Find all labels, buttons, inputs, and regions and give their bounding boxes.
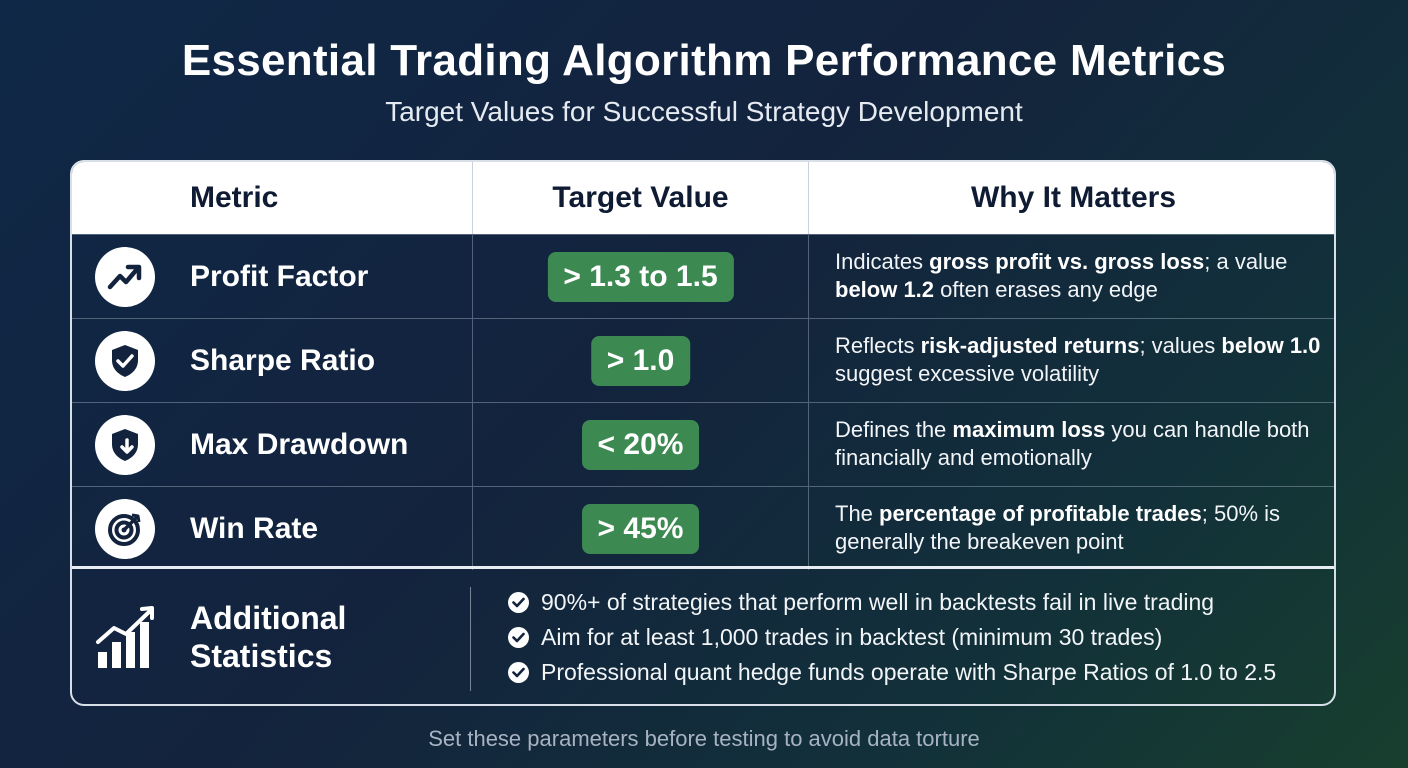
header-why-it-matters: Why It Matters	[808, 162, 1334, 234]
why-segment: you can handle both financially and emot…	[835, 417, 1310, 470]
table-row: Max Drawdown < 20% Defines the maximum l…	[72, 402, 1334, 486]
metric-name: Win Rate	[190, 512, 319, 545]
why-cell: Defines the maximum loss you can handle …	[808, 403, 1334, 486]
why-segment: suggest excessive volatility	[835, 361, 1100, 386]
why-cell: Reflects risk-adjusted returns; values b…	[808, 319, 1334, 402]
additional-title-line1: Additional	[190, 600, 347, 636]
table-row: Profit Factor > 1.3 to 1.5 Indicates gro…	[72, 234, 1334, 318]
bullet-text: Aim for at least 1,000 trades in backtes…	[541, 624, 1163, 650]
footer-note: Set these parameters before testing to a…	[428, 726, 980, 751]
target-cell: > 1.3 to 1.5	[472, 235, 808, 318]
metric-cell: Max Drawdown	[72, 403, 472, 486]
trend-up-icon	[95, 247, 155, 307]
why-emphasis: percentage of profitable trades	[879, 501, 1202, 526]
why-segment: Defines the	[835, 417, 953, 442]
list-item: Aim for at least 1,000 trades in backtes…	[508, 620, 1276, 655]
list-item: 90%+ of strategies that perform well in …	[508, 585, 1276, 620]
why-segment: often erases any edge	[934, 277, 1158, 302]
why-emphasis: below 1.0	[1221, 333, 1321, 358]
why-segment: The	[835, 501, 880, 526]
why-cell: Indicates gross profit vs. gross loss; a…	[808, 235, 1334, 318]
header-target-value: Target Value	[472, 162, 808, 234]
shield-check-icon	[95, 331, 155, 391]
target-icon	[95, 499, 155, 559]
check-circle-icon	[508, 627, 529, 648]
list-item: Professional quant hedge funds operate w…	[508, 655, 1276, 690]
table-row: Sharpe Ratio > 1.0 Reflects risk-adjuste…	[72, 318, 1334, 402]
metric-name: Sharpe Ratio	[190, 344, 376, 377]
additional-title: Additional Statistics	[190, 599, 346, 675]
page-title: Essential Trading Algorithm Performance …	[181, 36, 1227, 85]
bar-chart-trend-icon	[94, 602, 160, 677]
additional-statistics: Additional Statistics 90%+ of strategies…	[72, 569, 1334, 704]
why-segment: ; a value	[1204, 249, 1288, 274]
target-cell: < 20%	[472, 403, 808, 486]
why-segment: Reflects	[835, 333, 921, 358]
header-metric: Metric	[190, 181, 279, 214]
why-text: Defines the maximum loss you can handle …	[835, 416, 1325, 472]
page-subtitle: Target Values for Successful Strategy De…	[385, 96, 1023, 127]
bullet-text: 90%+ of strategies that perform well in …	[541, 589, 1215, 615]
target-badge: > 45%	[581, 504, 700, 554]
why-emphasis: gross profit vs. gross loss	[929, 249, 1205, 274]
why-cell: The percentage of profitable trades; 50%…	[808, 487, 1334, 570]
section-divider	[72, 566, 1334, 569]
additional-title-line2: Statistics	[190, 638, 333, 674]
why-segment: Indicates	[835, 249, 930, 274]
bullet-list: 90%+ of strategies that perform well in …	[508, 585, 1276, 690]
target-badge: < 20%	[581, 420, 700, 470]
metric-name: Max Drawdown	[190, 428, 409, 461]
column-separator	[470, 587, 471, 691]
metric-cell: Profit Factor	[72, 235, 472, 318]
why-emphasis: risk-adjusted returns	[920, 333, 1140, 358]
metric-cell: Sharpe Ratio	[72, 319, 472, 402]
shield-down-arrow-icon	[95, 415, 155, 475]
why-text: The percentage of profitable trades; 50%…	[835, 500, 1325, 556]
metric-name: Profit Factor	[190, 260, 369, 293]
bullet-text: Professional quant hedge funds operate w…	[541, 659, 1277, 685]
check-circle-icon	[508, 592, 529, 613]
why-emphasis: below 1.2	[835, 277, 935, 302]
why-text: Indicates gross profit vs. gross loss; a…	[835, 248, 1325, 304]
table-header: Metric Target Value Why It Matters	[72, 162, 1334, 234]
target-badge: > 1.3 to 1.5	[547, 252, 734, 302]
why-segment: ; 50% is generally the breakeven point	[835, 501, 1281, 554]
target-cell: > 45%	[472, 487, 808, 570]
why-text: Reflects risk-adjusted returns; values b…	[835, 332, 1325, 388]
target-badge: > 1.0	[590, 336, 691, 386]
why-emphasis: maximum loss	[952, 417, 1106, 442]
metric-cell: Win Rate	[72, 487, 472, 570]
check-circle-icon	[508, 662, 529, 683]
why-segment: ; values	[1139, 333, 1222, 358]
table-row: Win Rate > 45% The percentage of profita…	[72, 486, 1334, 570]
metrics-table: Metric Target Value Why It Matters Profi…	[70, 160, 1336, 706]
target-cell: > 1.0	[472, 319, 808, 402]
